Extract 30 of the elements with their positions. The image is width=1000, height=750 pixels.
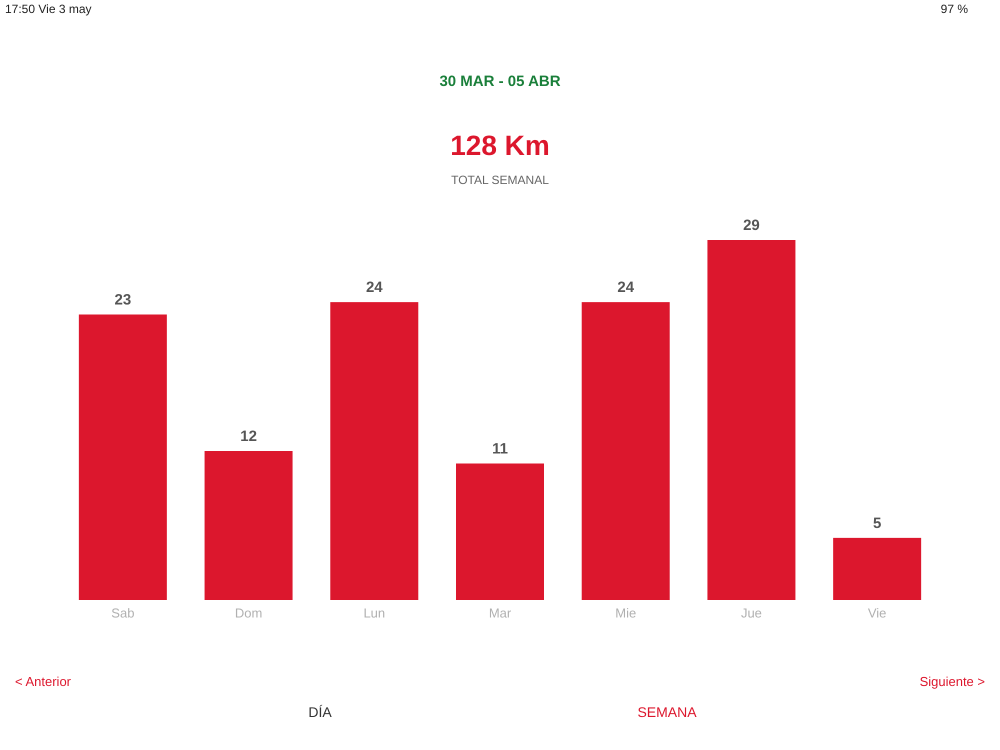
bar — [78, 314, 167, 600]
x-tick-label: Sab — [111, 606, 134, 620]
bar — [582, 302, 670, 600]
data-label: 23 — [114, 291, 132, 308]
x-tick-label: Lun — [363, 606, 386, 620]
data-label: 29 — [743, 217, 760, 234]
text: SEMANA — [637, 704, 698, 720]
x-tick-label: Jue — [740, 606, 762, 620]
data-label: 11 — [492, 440, 508, 458]
data-label: 24 — [366, 279, 384, 296]
data-label: 12 — [240, 428, 257, 446]
text: Siguiente > — [920, 674, 985, 689]
chart-title: 30 MAR - 05 ABR — [439, 73, 561, 90]
chart-subtitle: 128 Km — [450, 130, 550, 161]
x-tick-label: Mar — [488, 606, 512, 620]
text: DÍA — [308, 704, 332, 720]
x-tick-label: Vie — [868, 606, 886, 620]
bar — [707, 240, 796, 600]
bar — [456, 463, 544, 600]
bar — [833, 538, 922, 600]
text: < Anterior — [15, 674, 72, 689]
text: TOTAL SEMANAL — [451, 173, 550, 187]
bar — [330, 302, 418, 600]
data-label: 24 — [617, 279, 635, 296]
bar — [204, 451, 293, 600]
data-label: 5 — [872, 514, 882, 532]
x-tick-label: Mie — [615, 606, 636, 620]
text: 97 % — [940, 2, 968, 16]
x-tick-label: Dom — [234, 606, 262, 620]
text: 17:50 Vie 3 may — [5, 2, 92, 16]
